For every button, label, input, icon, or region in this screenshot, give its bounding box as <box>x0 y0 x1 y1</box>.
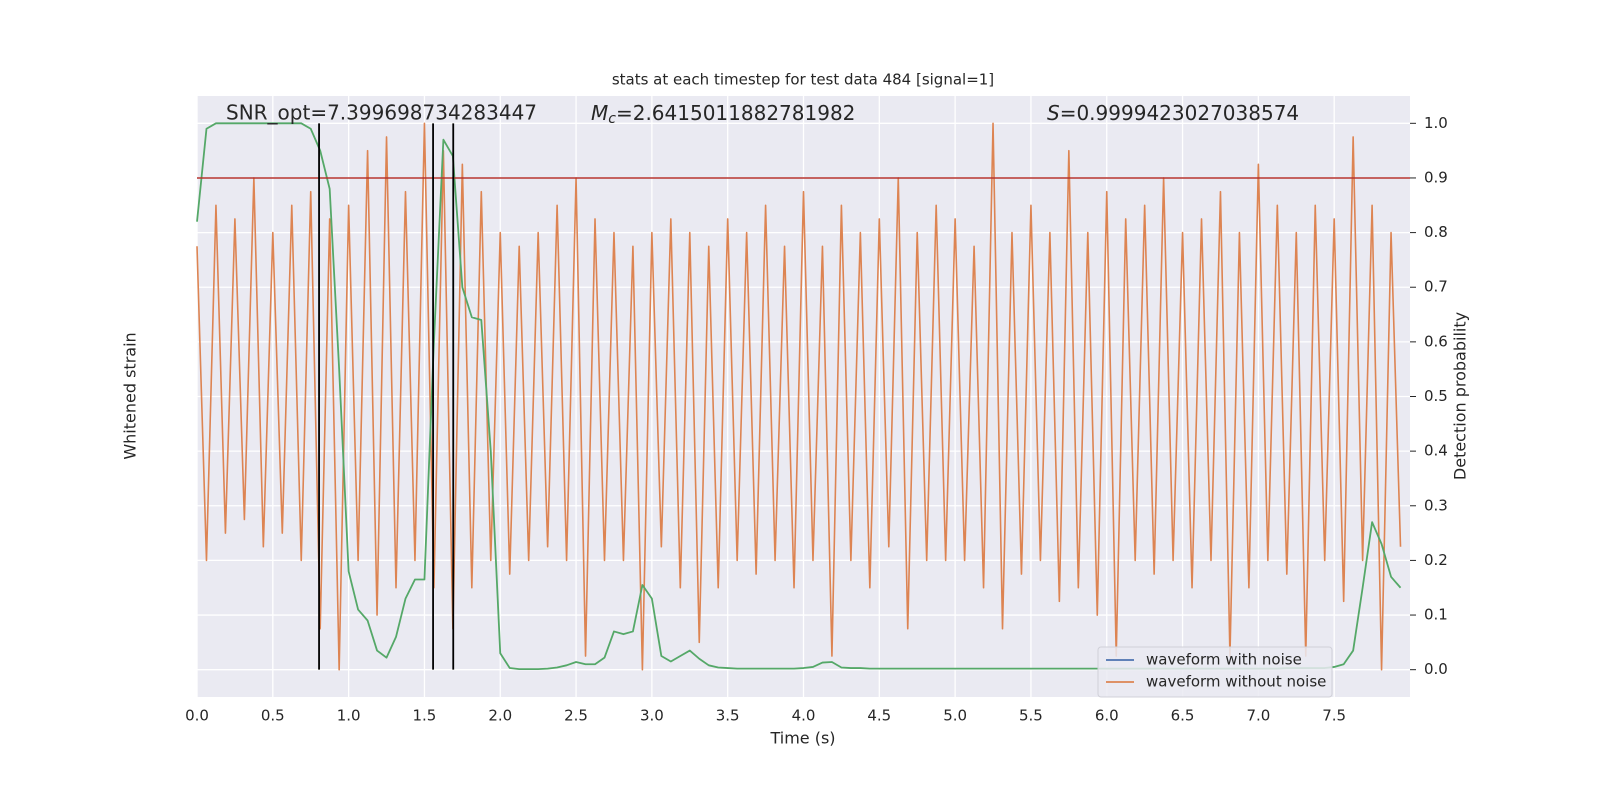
annotation: S=0.9999423027038574 <box>1047 101 1299 125</box>
x-tick-label: 1.0 <box>337 707 361 725</box>
y2-tick-label: 0.1 <box>1424 606 1448 624</box>
legend-box <box>1097 646 1333 698</box>
y2-tick-label: 0.5 <box>1424 387 1448 405</box>
y2-tick-label: 0.3 <box>1424 496 1448 514</box>
y2-tick-label: 0.9 <box>1424 168 1448 186</box>
legend: waveform with noise waveform without nois… <box>1097 646 1333 698</box>
y2-tick-label: 0.7 <box>1424 278 1448 296</box>
y2-axis-label: Detection probability <box>1451 312 1470 480</box>
x-tick-label: 5.0 <box>943 707 967 725</box>
x-tick-label: 4.0 <box>792 707 816 725</box>
annotation-sub: c <box>608 111 616 127</box>
legend-label: waveform without noise <box>1146 673 1326 691</box>
x-tick-label: 4.5 <box>867 707 891 725</box>
annotation-value: =0.9999423027038574 <box>1060 101 1299 125</box>
y2-tick-label: 0.2 <box>1424 551 1448 569</box>
legend-label: waveform with noise <box>1146 651 1302 669</box>
chart-title: stats at each timestep for test data 484… <box>612 71 994 89</box>
x-tick-label: 1.5 <box>413 707 437 725</box>
y2-tick-label: 1.0 <box>1424 114 1448 132</box>
x-tick-label: 5.5 <box>1019 707 1043 725</box>
y2-tick-label: 0.6 <box>1424 332 1448 350</box>
x-tick-label: 6.0 <box>1095 707 1119 725</box>
annotation-value: =2.6415011882781982 <box>616 101 855 125</box>
y-axis-label: Whitened strain <box>121 332 140 459</box>
series-line <box>196 122 1402 671</box>
x-axis-label: Time (s) <box>769 729 835 748</box>
annotation: Mc=2.6415011882781982 <box>591 101 855 128</box>
x-tick-label: 7.5 <box>1322 707 1346 725</box>
x-tick-label: 2.0 <box>488 707 512 725</box>
y2-tick-label: 0.0 <box>1424 660 1448 678</box>
x-tick-label: 3.5 <box>716 707 740 725</box>
x-tick-label: 7.0 <box>1246 707 1270 725</box>
annotation: SNR_opt=7.399698734283447 <box>226 101 537 125</box>
x-tick-label: 2.5 <box>564 707 588 725</box>
annotation-symbol: S <box>1047 101 1060 125</box>
marks <box>196 122 1410 671</box>
x-tick-label: 3.0 <box>640 707 664 725</box>
x-tick-label: 0.0 <box>185 707 209 725</box>
x-tick-label: 6.5 <box>1171 707 1195 725</box>
y2-tick-label: 0.8 <box>1424 223 1448 241</box>
y2-tick-label: 0.4 <box>1424 442 1448 460</box>
x-tick-label: 0.5 <box>261 707 285 725</box>
annotation-symbol: M <box>591 101 608 125</box>
